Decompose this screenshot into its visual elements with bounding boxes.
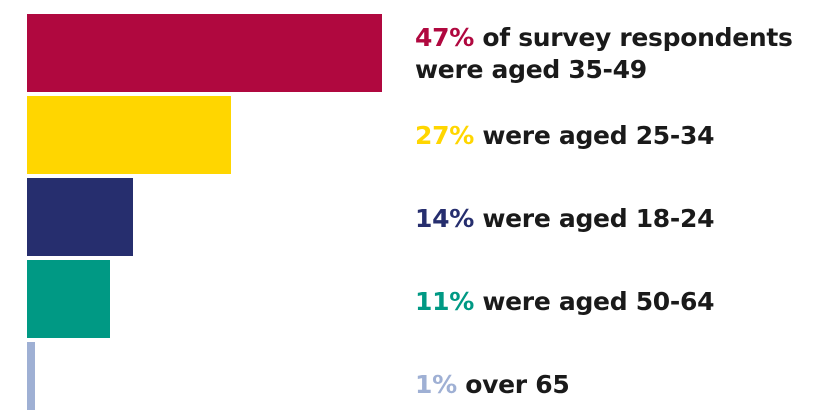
bar-50-64	[27, 260, 111, 338]
label-text: of survey respondents	[473, 23, 793, 52]
label-pct: 1%	[415, 370, 457, 399]
bar-18-24	[27, 178, 133, 256]
label-text: were aged 50-64	[473, 287, 715, 316]
label-pct: 47%	[415, 23, 474, 52]
label-pct: 27%	[415, 121, 474, 150]
label-text: were aged 25-34	[473, 121, 715, 150]
bar-35-49	[27, 14, 382, 92]
label-text: were aged 18-24	[473, 204, 715, 233]
bar-over-65	[27, 342, 35, 410]
label-pct: 11%	[415, 287, 474, 316]
label-over-65: 1% over 65	[415, 369, 830, 401]
label-35-49: 47% of survey respondents were aged 35-4…	[415, 22, 830, 86]
label-50-64: 11% were aged 50-64	[415, 286, 830, 318]
label-25-34: 27% were aged 25-34	[415, 120, 830, 152]
bar-25-34	[27, 96, 231, 174]
label-pct: 14%	[415, 204, 474, 233]
label-text: over 65	[456, 370, 570, 399]
label-text-line2: were aged 35-49	[415, 55, 647, 84]
label-18-24: 14% were aged 18-24	[415, 203, 830, 235]
